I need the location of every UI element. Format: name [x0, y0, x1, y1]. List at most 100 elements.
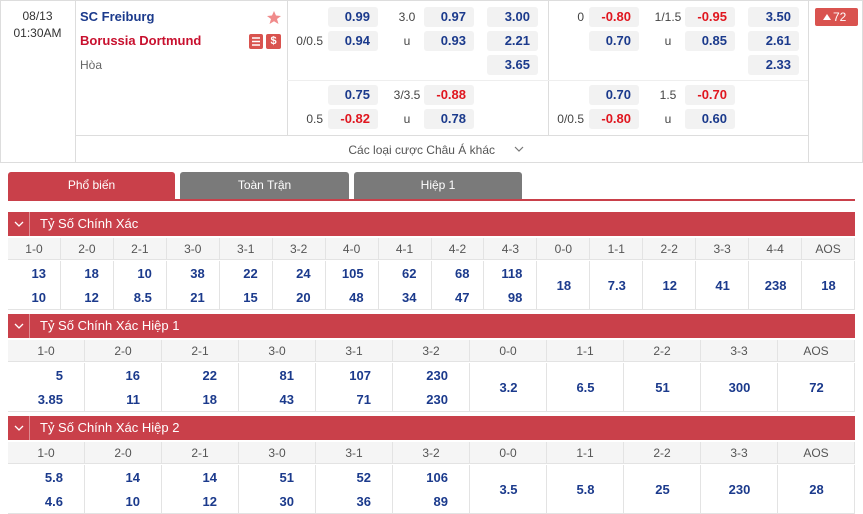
- score-odds[interactable]: 12: [662, 278, 677, 293]
- score-odds[interactable]: 72: [809, 380, 824, 395]
- score-odds[interactable]: 14: [125, 470, 140, 485]
- odds-home[interactable]: 0.70: [589, 85, 639, 105]
- score-odds[interactable]: 18: [821, 278, 836, 293]
- home-team[interactable]: SC Freiburg: [80, 9, 155, 24]
- score-odds[interactable]: 20: [296, 290, 311, 305]
- tab[interactable]: Hiệp 1: [354, 172, 522, 199]
- score-odds[interactable]: 48: [349, 290, 364, 305]
- score-odds[interactable]: 47: [454, 290, 470, 305]
- score-odds[interactable]: 6.5: [576, 380, 595, 395]
- more-bets[interactable]: Các loại cược Châu Á khác: [348, 143, 495, 157]
- score-odds[interactable]: 230: [728, 482, 751, 497]
- score-odds[interactable]: 38: [190, 266, 205, 281]
- score-odds[interactable]: 105: [341, 266, 364, 281]
- odds-1x2[interactable]: 2.33: [748, 55, 799, 75]
- score-odds[interactable]: 107: [349, 368, 371, 383]
- score-odds[interactable]: 28: [809, 482, 824, 497]
- score-odds[interactable]: 230: [426, 392, 448, 407]
- odds-home[interactable]: 0.75: [328, 85, 378, 105]
- odds-home[interactable]: -0.80: [589, 109, 639, 129]
- tab[interactable]: Phổ biến: [8, 172, 175, 199]
- away-team[interactable]: Borussia Dortmund: [80, 33, 202, 48]
- score-odds[interactable]: 3.85: [37, 392, 63, 407]
- odds-home[interactable]: 0.70: [589, 31, 639, 51]
- odds-1x2[interactable]: 3.65: [487, 55, 538, 75]
- money-icon[interactable]: [266, 34, 281, 49]
- odds-1x2[interactable]: 3.00: [487, 7, 538, 27]
- score-odds[interactable]: 68: [454, 266, 470, 281]
- score-odds[interactable]: 5.8: [576, 482, 595, 497]
- section-toggle[interactable]: [8, 416, 30, 440]
- score-odds[interactable]: 41: [715, 278, 730, 293]
- score-odds[interactable]: 10: [31, 290, 46, 305]
- score-odds[interactable]: 52: [356, 470, 371, 485]
- odds-1x2[interactable]: 3.50: [748, 7, 799, 27]
- odds-over[interactable]: 0.60: [685, 109, 735, 129]
- score-odds[interactable]: 14: [202, 470, 217, 485]
- score-odds[interactable]: 24: [296, 266, 311, 281]
- odds-over[interactable]: 0.78: [424, 109, 474, 129]
- score-odds[interactable]: 238: [764, 278, 787, 293]
- odds-over[interactable]: 0.85: [685, 31, 735, 51]
- score-odds[interactable]: 30: [279, 494, 294, 509]
- score-odds[interactable]: 43: [279, 392, 294, 407]
- score-odds[interactable]: 3.2: [499, 380, 518, 395]
- score-odds[interactable]: 22: [243, 266, 258, 281]
- section-header: [8, 212, 855, 236]
- score-odds[interactable]: 12: [84, 290, 99, 305]
- odds-over[interactable]: 0.93: [424, 31, 474, 51]
- score-odds[interactable]: 8.5: [133, 290, 152, 305]
- score-odds[interactable]: 230: [426, 368, 448, 383]
- score-odds[interactable]: 106: [426, 470, 448, 485]
- score-odds[interactable]: 25: [655, 482, 670, 497]
- score-odds[interactable]: 16: [125, 368, 140, 383]
- score-odds[interactable]: 10: [125, 494, 140, 509]
- score-odds[interactable]: 62: [402, 266, 417, 281]
- odds-1x2[interactable]: 2.61: [748, 31, 799, 51]
- badge-value[interactable]: 72: [833, 10, 847, 24]
- score-cell: [431, 261, 485, 310]
- score-odds[interactable]: 18: [556, 278, 572, 293]
- section-toggle[interactable]: [8, 314, 30, 338]
- score-odds[interactable]: 51: [655, 380, 670, 395]
- score-odds[interactable]: 89: [433, 494, 448, 509]
- score-odds[interactable]: 34: [402, 290, 417, 305]
- badge-bg[interactable]: [815, 8, 858, 26]
- odds-home[interactable]: 0.94: [328, 31, 378, 51]
- score-odds[interactable]: 81: [279, 368, 294, 383]
- score-odds[interactable]: 15: [243, 290, 258, 305]
- tab[interactable]: Toàn Trận: [180, 172, 349, 199]
- score-odds[interactable]: 22: [202, 368, 217, 383]
- odds-1x2[interactable]: 2.21: [487, 31, 538, 51]
- score-odds[interactable]: 7.3: [607, 278, 626, 293]
- score-odds[interactable]: 21: [190, 290, 205, 305]
- score-label: 3-2: [272, 238, 326, 260]
- score-odds[interactable]: 18: [84, 266, 99, 281]
- score-odds[interactable]: 36: [356, 494, 371, 509]
- score-odds[interactable]: 12: [202, 494, 217, 509]
- favorite-star[interactable]: [267, 11, 281, 24]
- score-odds[interactable]: 300: [728, 380, 751, 395]
- score-odds[interactable]: 51: [279, 470, 294, 485]
- odds-home[interactable]: -0.82: [328, 109, 378, 129]
- score-odds[interactable]: 5.8: [44, 470, 63, 485]
- odds-over[interactable]: -0.70: [685, 85, 735, 105]
- odds-home[interactable]: -0.80: [589, 7, 639, 27]
- score-odds[interactable]: 3.5: [499, 482, 518, 497]
- odds-over[interactable]: 0.97: [424, 7, 474, 27]
- score-odds[interactable]: 71: [356, 392, 371, 407]
- score-odds[interactable]: 118: [501, 266, 523, 281]
- odds-over[interactable]: -0.88: [424, 85, 474, 105]
- score-odds[interactable]: 11: [126, 392, 140, 407]
- odds-home[interactable]: 0.99: [328, 7, 378, 27]
- toggle-chevron: [14, 221, 24, 227]
- score-odds[interactable]: 13: [31, 266, 46, 281]
- score-odds[interactable]: 5: [55, 368, 63, 383]
- score-odds[interactable]: 4.6: [44, 494, 63, 509]
- section-toggle[interactable]: [8, 212, 30, 236]
- score-odds[interactable]: 18: [202, 392, 217, 407]
- score-odds[interactable]: 10: [137, 266, 152, 281]
- odds-over[interactable]: -0.95: [685, 7, 735, 27]
- score-odds[interactable]: 98: [507, 290, 523, 305]
